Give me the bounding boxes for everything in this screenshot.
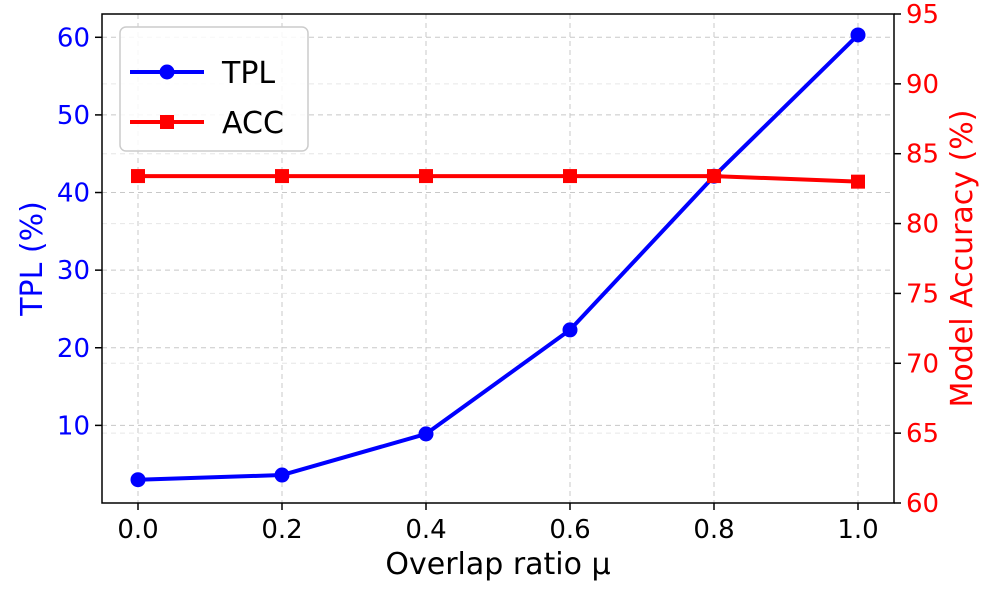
series-line-acc bbox=[138, 174, 859, 184]
y-left-tick-label: 40 bbox=[57, 179, 90, 209]
x-tick-label: 0.0 bbox=[117, 515, 158, 545]
point-acc bbox=[419, 169, 433, 184]
y-right-tick-label: 85 bbox=[906, 140, 939, 170]
point-tpl bbox=[562, 322, 578, 338]
series-line-tpl bbox=[137, 33, 860, 482]
x-tick-label: 0.6 bbox=[549, 515, 590, 545]
y-left-tick-label: 60 bbox=[57, 23, 90, 53]
legend-label-tpl: TPL bbox=[221, 56, 275, 91]
plot-frame bbox=[101, 13, 895, 504]
legend-label-acc: ACC bbox=[222, 106, 284, 141]
y-left-tick-label: 50 bbox=[57, 101, 90, 131]
point-acc bbox=[851, 174, 865, 189]
x-tick-label: 0.2 bbox=[261, 515, 302, 545]
point-tpl bbox=[274, 467, 290, 483]
point-acc bbox=[275, 169, 289, 184]
x-tick-label: 0.4 bbox=[405, 515, 446, 545]
legend-marker-acc bbox=[160, 115, 174, 129]
y-axis-label-right: Model Accuracy (%) bbox=[945, 109, 980, 407]
x-axis-label: Overlap ratio μ bbox=[385, 547, 610, 582]
point-tpl bbox=[418, 426, 434, 442]
y-right-tick-label: 75 bbox=[906, 279, 939, 309]
y-right-tick-label: 70 bbox=[906, 349, 939, 379]
point-acc bbox=[563, 169, 577, 184]
series-layer bbox=[130, 27, 866, 488]
x-tick-label: 0.8 bbox=[693, 515, 734, 545]
y-right-tick-label: 60 bbox=[906, 489, 939, 519]
legend: TPL ACC bbox=[119, 26, 309, 152]
grid bbox=[102, 14, 894, 503]
y-right-tick-label: 90 bbox=[906, 70, 939, 100]
point-acc bbox=[707, 169, 721, 184]
point-acc bbox=[131, 169, 145, 184]
point-tpl bbox=[130, 472, 146, 488]
point-tpl bbox=[850, 27, 866, 43]
y-right-tick-label: 95 bbox=[906, 0, 939, 30]
y-axis-label-left: TPL (%) bbox=[15, 201, 50, 317]
y-left-tick-label: 20 bbox=[57, 334, 90, 364]
y-left-tick-label: 10 bbox=[57, 411, 90, 441]
x-tick-label: 1.0 bbox=[837, 515, 878, 545]
y-right-tick-label: 65 bbox=[906, 419, 939, 449]
legend-marker-tpl bbox=[159, 64, 175, 80]
y-right-tick-label: 80 bbox=[906, 210, 939, 240]
y-left-tick-label: 30 bbox=[57, 256, 90, 286]
ticks-layer: 0.0 0.2 0.4 0.6 0.8 1.0 10 20 30 40 50 60 60 65 70 75 80… bbox=[57, 0, 939, 545]
